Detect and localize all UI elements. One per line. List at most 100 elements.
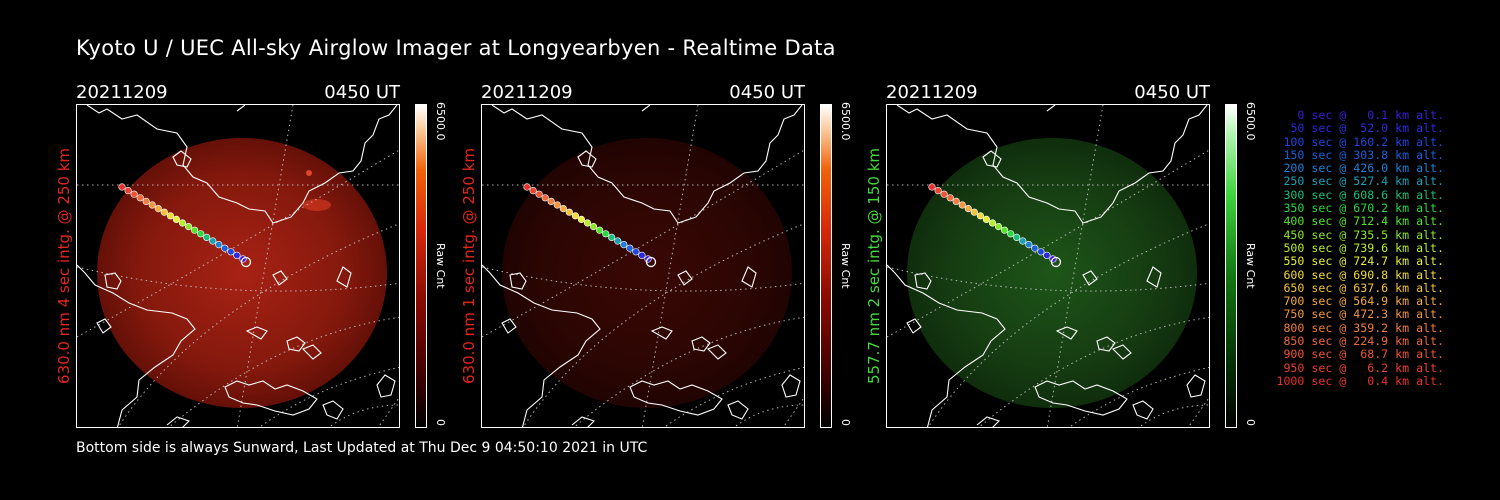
allsky-image (481, 104, 805, 428)
trajectory-point (1043, 251, 1051, 259)
legend-entry: 650 sec @ 637.6 km alt. (1283, 280, 1444, 295)
trajectory-point (529, 186, 537, 195)
panel-wavelength-label: 630.0 nm 4 sec intg. @ 250 km (55, 147, 73, 385)
trajectory-point (541, 194, 549, 202)
trajectory-point (982, 215, 990, 223)
trajectory-point (1037, 248, 1045, 256)
trajectory-point (632, 248, 640, 256)
trajectory-point (178, 219, 187, 227)
colorbar-unit-label: Raw Cnt (839, 243, 852, 289)
trajectory-point (209, 237, 217, 245)
coastline-map (482, 105, 803, 427)
footer-status: Bottom side is always Sunward, Last Upda… (76, 440, 648, 456)
colorbar-min-label: 0 (1244, 419, 1257, 426)
trajectory-point (638, 251, 646, 259)
station-marker (645, 256, 657, 268)
legend-entry: 900 sec @ 68.7 km alt. (1283, 347, 1444, 362)
legend-entry: 50 sec @ 52.0 km alt. (1290, 121, 1444, 136)
colorbar-unit-label: Raw Cnt (1244, 243, 1257, 289)
airglow-disk (97, 138, 387, 408)
colorbar (415, 104, 427, 428)
coastline-map (77, 105, 398, 427)
panel-time: 0450 UT (324, 82, 400, 103)
panel-date: 20211209 (886, 82, 978, 103)
trajectory-point (1025, 241, 1033, 249)
legend-entry: 750 sec @ 472.3 km alt. (1283, 307, 1444, 322)
lat-lon-grid (482, 105, 804, 427)
trajectory-point (197, 230, 205, 238)
station-marker (1050, 256, 1062, 268)
trajectory-point (589, 222, 598, 231)
legend-entry: 450 sec @ 735.5 km alt. (1283, 227, 1444, 242)
trajectory-point (976, 212, 984, 220)
legend-entry: 500 sec @ 739.6 km alt. (1283, 240, 1444, 255)
panel-time: 0450 UT (729, 82, 805, 103)
legend-entry: 800 sec @ 359.2 km alt. (1283, 320, 1444, 335)
trajectory-point (571, 212, 579, 220)
legend-entry: 250 sec @ 527.4 km alt. (1283, 174, 1444, 189)
satellite-trajectory (928, 183, 1057, 263)
trajectory-point (988, 219, 997, 227)
colorbar-max-label: 6500.0 (1244, 102, 1257, 141)
trajectory-point (952, 197, 960, 205)
panel-wavelength-label: 630.0 nm 1 sec intg. @ 250 km (460, 147, 478, 385)
trajectory-point (970, 208, 978, 216)
trajectory-point (130, 190, 138, 198)
colorbar (1225, 104, 1237, 428)
legend-entry: 150 sec @ 303.8 km alt. (1283, 147, 1444, 162)
trajectory-point (1000, 226, 1009, 234)
legend-entry: 0 sec @ 0.1 km alt. (1297, 108, 1444, 122)
trajectory-point (190, 226, 199, 234)
trajectory-point (124, 186, 132, 195)
colorbar-max-label: 6500.0 (839, 102, 852, 141)
trajectory-point (154, 204, 162, 213)
legend-entry: 1000 sec @ 0.4 km alt. (1276, 373, 1444, 388)
legend-entry: 850 sec @ 224.9 km alt. (1283, 334, 1444, 349)
panel-date: 20211209 (76, 82, 168, 103)
colorbar (820, 104, 832, 428)
trajectory-point (946, 194, 954, 202)
trajectory-point (565, 208, 573, 216)
trajectory-point (1013, 233, 1021, 241)
trajectory-time-altitude-legend: 0 sec @ 0.1 km alt. 50 sec @ 52.0 km alt.… (1262, 108, 1444, 388)
legend-entry: 350 sec @ 670.2 km alt. (1283, 201, 1444, 216)
trajectory-point (934, 186, 942, 195)
legend-entry: 950 sec @ 6.2 km alt. (1283, 360, 1444, 375)
lat-lon-grid (887, 105, 1209, 427)
trajectory-point (1007, 230, 1015, 238)
trajectory-point (166, 212, 174, 220)
trajectory-point (614, 237, 622, 245)
panel-time: 0450 UT (1134, 82, 1210, 103)
trajectory-point (148, 201, 156, 209)
trajectory-point (620, 241, 628, 249)
trajectory-point (940, 190, 948, 198)
trajectory-point (172, 215, 180, 223)
colorbar-min-label: 0 (434, 419, 447, 426)
legend-entry: 200 sec @ 426.0 km alt. (1283, 161, 1444, 176)
satellite-trajectory (523, 183, 652, 263)
panel-wavelength-label: 557.7 nm 2 sec intg. @ 150 km (865, 147, 883, 385)
trajectory-point (142, 197, 150, 205)
legend-entry: 600 sec @ 690.8 km alt. (1283, 267, 1444, 282)
trajectory-point (928, 183, 936, 191)
trajectory-point (233, 251, 241, 259)
legend-entry: 300 sec @ 608.6 km alt. (1283, 187, 1444, 202)
imager-panel-1: 20211209 0450 UT 630.0 nm 4 sec intg. @ … (55, 80, 476, 430)
allsky-map-svg (482, 105, 804, 427)
trajectory-point (577, 215, 585, 223)
trajectory-point (964, 204, 972, 213)
legend-entry: 700 sec @ 564.9 km alt. (1283, 294, 1444, 309)
imager-panel-3: 20211209 0450 UT 557.7 nm 2 sec intg. @ … (865, 80, 1286, 430)
trajectory-point (523, 183, 531, 191)
page-title: Kyoto U / UEC All-sky Airglow Imager at … (76, 36, 836, 60)
trajectory-point (595, 226, 604, 234)
trajectory-point (602, 230, 610, 238)
trajectory-point (136, 194, 144, 202)
trajectory-point (583, 219, 592, 227)
imager-panel-2: 20211209 0450 UT 630.0 nm 1 sec intg. @ … (460, 80, 881, 430)
trajectory-point (227, 248, 235, 256)
trajectory-point (553, 201, 561, 209)
trajectory-point (958, 201, 966, 209)
trajectory-point (994, 222, 1003, 231)
trajectory-point (203, 233, 211, 241)
